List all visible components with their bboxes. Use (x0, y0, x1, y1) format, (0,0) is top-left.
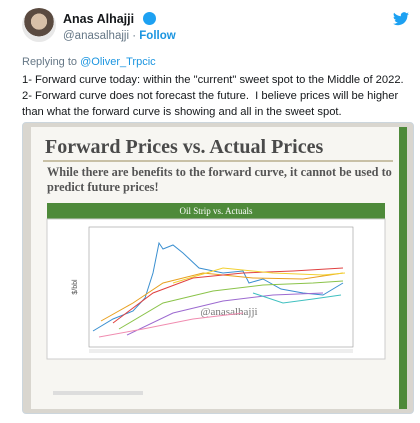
handle-row: @anasalhajji · Follow (63, 30, 176, 42)
user-handle[interactable]: @anasalhajji (63, 30, 130, 42)
chart-box (46, 218, 386, 360)
twitter-logo[interactable] (393, 12, 409, 26)
x-axis-strip (89, 349, 353, 353)
separator: · (132, 30, 137, 42)
curves (92, 241, 346, 338)
tweet-text: 1- Forward curve today: within the "curr… (22, 72, 414, 120)
tweet-line: 1- Forward curve today: within the "curr… (22, 74, 404, 86)
tweet-line: 2- Forward curve does not forecast the f… (22, 90, 402, 118)
subtitle-box: While there are benefits to the forward … (47, 165, 392, 194)
slide: Forward Prices vs. Actual Prices While t… (31, 127, 407, 409)
media[interactable]: Forward Prices vs. Actual Prices While t… (22, 122, 414, 414)
reply-row: Replying to @Oliver_Trpcic (22, 56, 156, 68)
watermark: @anasalhajji (200, 306, 257, 318)
user-name[interactable]: Anas Alhajji (63, 12, 135, 26)
verified-badge (143, 12, 156, 25)
y-label: $/bbl (72, 279, 79, 295)
follow-link[interactable]: Follow (139, 30, 176, 42)
slide-title: Forward Prices vs. Actual Prices (45, 136, 323, 158)
chart-title: Oil Strip vs. Actuals (179, 206, 252, 216)
slide-stripe (399, 127, 407, 409)
reply-to[interactable]: @Oliver_Trpcic (80, 56, 156, 68)
plot-area (88, 226, 354, 348)
chart-header (47, 203, 385, 219)
slide-footer (53, 391, 143, 395)
avatar[interactable] (22, 8, 56, 42)
reply-prefix: Replying to (22, 56, 78, 68)
slide-subtitle: While there are benefits to the forward … (47, 165, 392, 194)
